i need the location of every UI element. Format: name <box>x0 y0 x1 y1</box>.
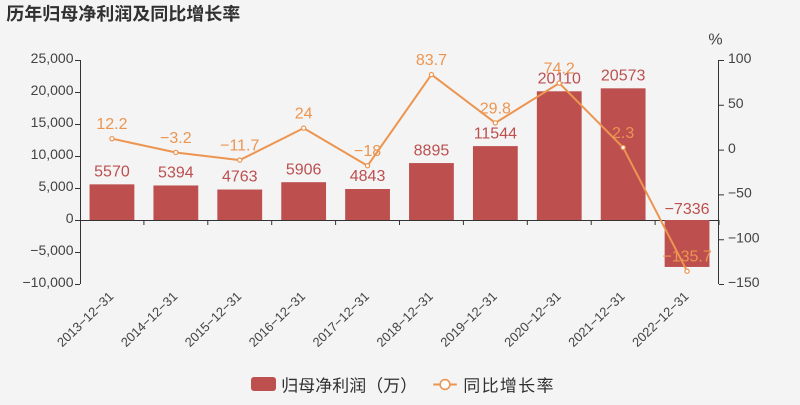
svg-text:74.2: 74.2 <box>544 61 575 78</box>
svg-text:5394: 5394 <box>158 165 194 182</box>
svg-text:11544: 11544 <box>474 125 517 142</box>
svg-text:15,000: 15,000 <box>31 114 74 130</box>
svg-text:−50: −50 <box>728 185 752 201</box>
svg-text:10,000: 10,000 <box>31 146 74 162</box>
svg-text:−150: −150 <box>728 274 760 290</box>
svg-text:−135.7: −135.7 <box>662 249 711 266</box>
svg-text:−11.7: −11.7 <box>220 138 259 155</box>
svg-text:−5,000: −5,000 <box>30 242 73 258</box>
svg-text:8895: 8895 <box>414 142 450 159</box>
svg-text:2.3: 2.3 <box>612 125 634 142</box>
svg-text:20,000: 20,000 <box>31 82 74 98</box>
svg-text:20110: 20110 <box>538 71 581 88</box>
svg-text:−100: −100 <box>728 229 760 245</box>
svg-text:5,000: 5,000 <box>38 178 73 194</box>
svg-text:%: % <box>708 32 722 49</box>
svg-text:−18: −18 <box>354 143 381 160</box>
svg-text:0: 0 <box>728 140 736 156</box>
svg-text:20573: 20573 <box>601 68 646 85</box>
svg-text:−3.2: −3.2 <box>160 130 192 147</box>
svg-text:−7336: −7336 <box>665 201 710 218</box>
svg-text:4843: 4843 <box>350 168 386 185</box>
svg-text:83.7: 83.7 <box>416 52 447 69</box>
svg-text:100: 100 <box>728 50 752 66</box>
svg-text:0: 0 <box>66 210 74 226</box>
svg-text:24: 24 <box>295 106 313 123</box>
svg-text:12.2: 12.2 <box>96 116 127 133</box>
svg-text:5570: 5570 <box>94 164 130 181</box>
svg-text:50: 50 <box>728 95 744 111</box>
svg-text:25,000: 25,000 <box>31 50 74 66</box>
svg-text:5906: 5906 <box>286 161 322 178</box>
svg-text:4763: 4763 <box>222 169 258 186</box>
svg-text:29.8: 29.8 <box>480 100 511 117</box>
svg-text:−10,000: −10,000 <box>23 274 74 290</box>
